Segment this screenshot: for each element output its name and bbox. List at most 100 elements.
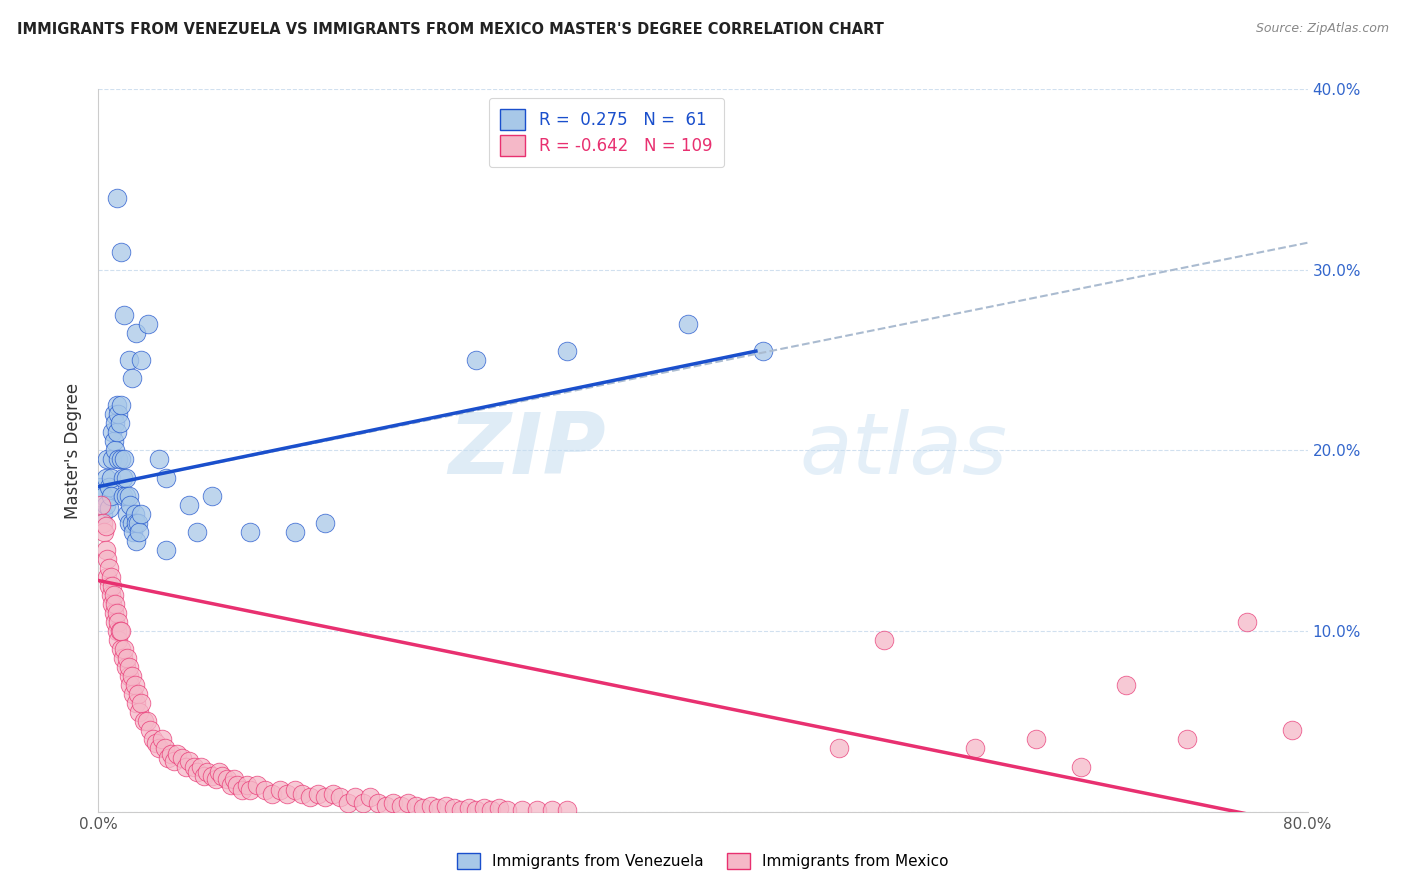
Point [193, 769, 215, 783]
Point [179, 498, 201, 512]
Text: atlas: atlas [800, 409, 1008, 492]
Point [127, 687, 149, 701]
Point [201, 489, 224, 503]
Point [1070, 759, 1092, 773]
Point [104, 615, 127, 629]
Point [103, 434, 125, 449]
Point [100, 588, 122, 602]
Point [412, 801, 434, 815]
Point [93, 524, 115, 539]
Point [420, 799, 443, 814]
Point [344, 790, 367, 805]
Point [239, 524, 262, 539]
Point [389, 799, 412, 814]
Point [107, 633, 129, 648]
Point [118, 669, 141, 683]
Point [132, 714, 155, 729]
Point [112, 452, 135, 467]
Point [183, 759, 205, 773]
Point [205, 772, 228, 787]
Point [91, 507, 114, 521]
Point [114, 470, 136, 484]
Point [170, 750, 193, 764]
Point [135, 714, 157, 729]
Point [101, 579, 124, 593]
Point [104, 597, 127, 611]
Point [314, 516, 336, 530]
Point [284, 524, 307, 539]
Point [112, 642, 135, 657]
Point [155, 470, 177, 484]
Point [555, 344, 578, 359]
Point [284, 783, 307, 797]
Point [253, 783, 276, 797]
Point [1281, 723, 1303, 738]
Point [120, 498, 142, 512]
Point [121, 669, 143, 683]
Point [510, 803, 533, 817]
Point [139, 723, 162, 738]
Point [322, 787, 344, 801]
Point [291, 787, 314, 801]
Point [110, 452, 132, 467]
Point [98, 579, 121, 593]
Point [91, 516, 114, 530]
Point [434, 799, 457, 814]
Point [382, 796, 405, 810]
Point [329, 790, 352, 805]
Point [124, 678, 146, 692]
Point [111, 651, 134, 665]
Point [105, 398, 128, 412]
Point [481, 803, 503, 817]
Point [148, 741, 170, 756]
Point [90, 480, 112, 494]
Point [215, 772, 238, 787]
Point [122, 524, 145, 539]
Point [150, 732, 173, 747]
Point [124, 507, 146, 521]
Point [118, 353, 141, 368]
Point [115, 651, 138, 665]
Point [195, 764, 218, 779]
Point [276, 787, 298, 801]
Point [239, 783, 262, 797]
Point [107, 615, 129, 629]
Point [105, 624, 128, 639]
Point [122, 687, 145, 701]
Point [110, 244, 132, 259]
Point [111, 489, 134, 503]
Point [1236, 615, 1258, 629]
Point [101, 425, 124, 440]
Point [156, 750, 179, 764]
Point [314, 790, 336, 805]
Legend: Immigrants from Venezuela, Immigrants from Mexico: Immigrants from Venezuela, Immigrants fr… [451, 847, 955, 875]
Point [118, 516, 141, 530]
Point [96, 570, 118, 584]
Point [101, 597, 124, 611]
Point [1024, 732, 1046, 747]
Point [96, 551, 118, 566]
Point [488, 801, 510, 815]
Point [828, 741, 851, 756]
Point [186, 764, 208, 779]
Point [360, 790, 382, 805]
Point [110, 624, 132, 639]
Point [211, 769, 233, 783]
Point [105, 606, 128, 620]
Point [121, 371, 143, 385]
Point [101, 452, 124, 467]
Point [457, 801, 479, 815]
Point [128, 706, 150, 720]
Point [105, 425, 128, 440]
Point [136, 317, 159, 331]
Point [105, 191, 128, 205]
Point [163, 754, 186, 768]
Point [100, 470, 122, 484]
Point [179, 754, 201, 768]
Point [114, 660, 136, 674]
Point [208, 764, 231, 779]
Point [221, 778, 243, 792]
Point [100, 489, 122, 503]
Point [367, 796, 389, 810]
Text: Source: ZipAtlas.com: Source: ZipAtlas.com [1256, 22, 1389, 36]
